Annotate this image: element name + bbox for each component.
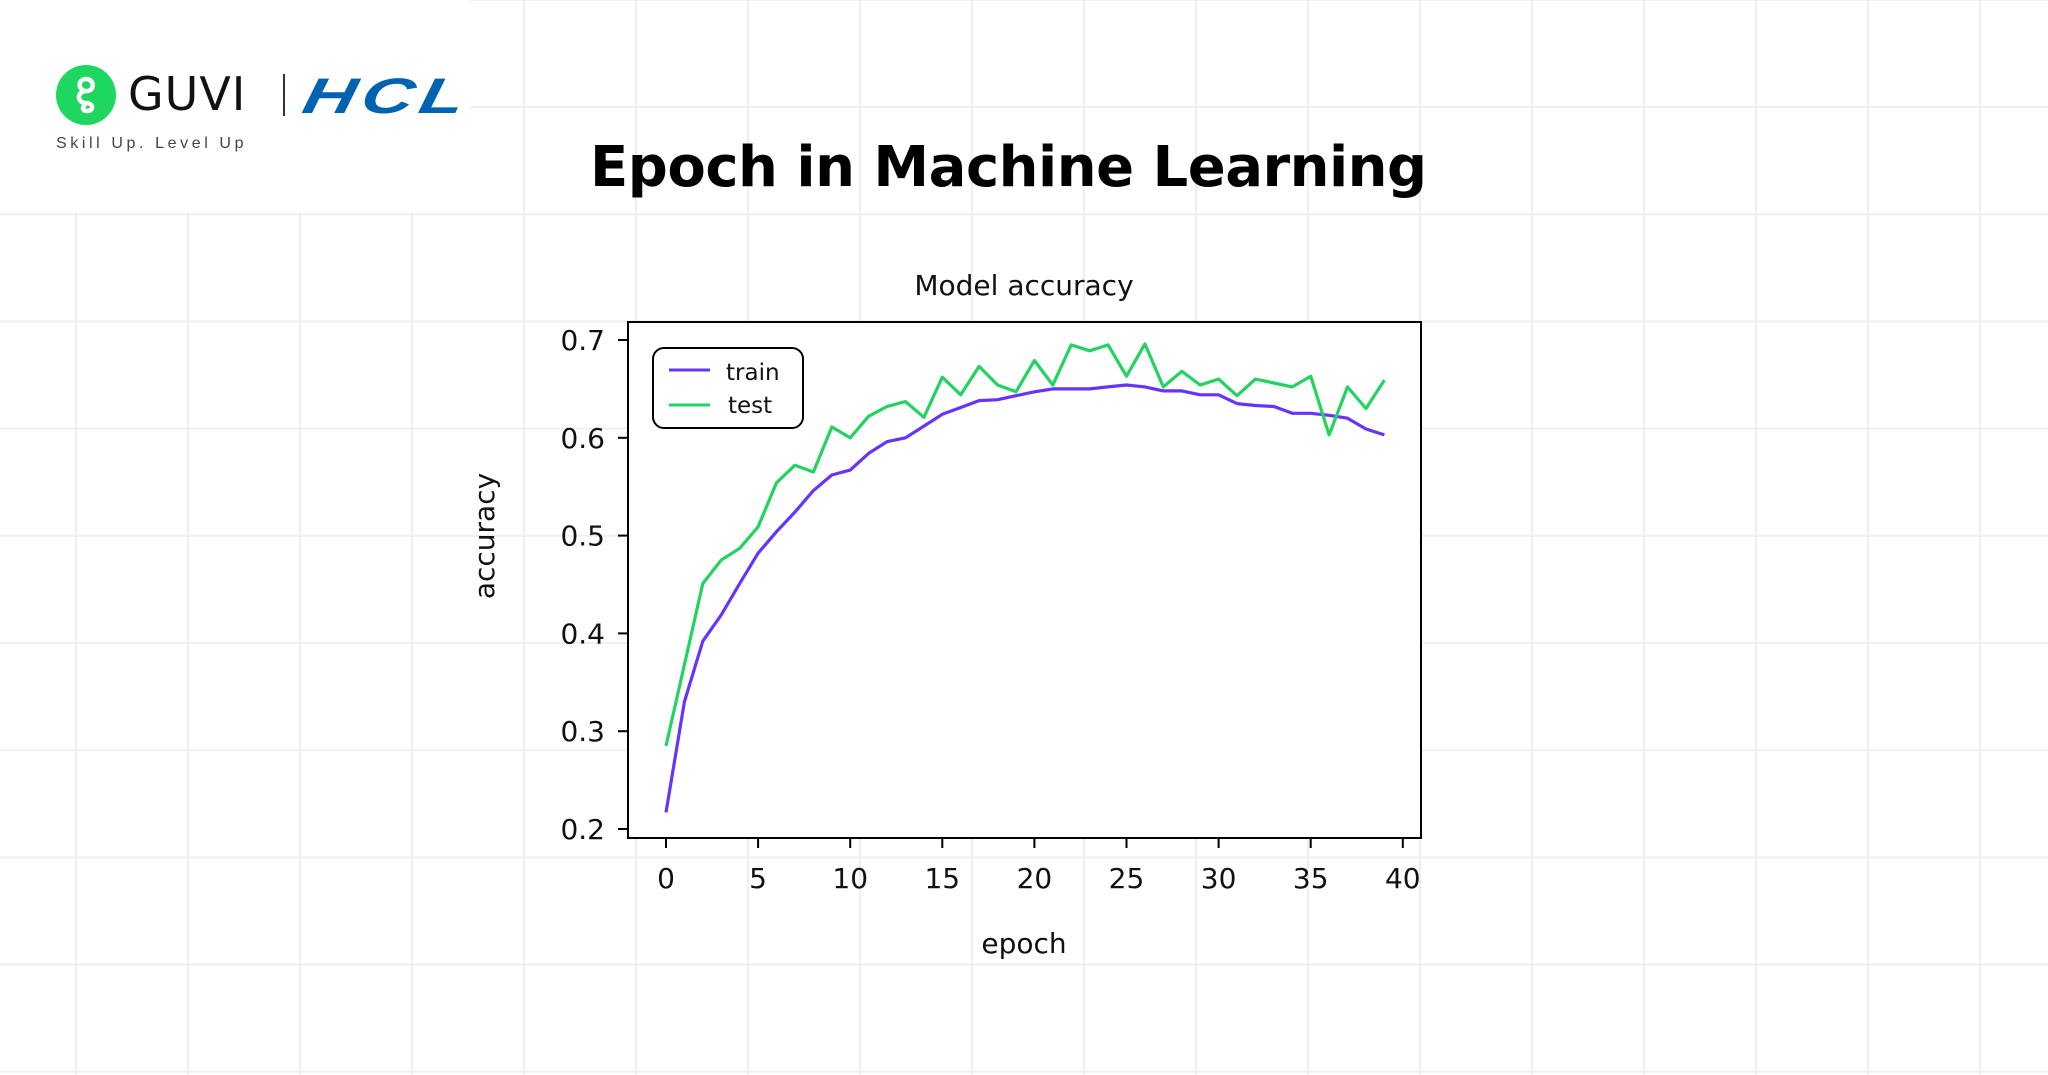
- y-tick-label: 0.2: [560, 813, 605, 846]
- y-tick-label: 0.4: [560, 617, 605, 650]
- y-tick-label: 0.7: [560, 324, 605, 357]
- legend-test-label: test: [728, 393, 772, 419]
- y-tick-label: 0.6: [560, 422, 605, 455]
- y-tick-label: 0.5: [560, 520, 605, 553]
- y-axis: 0.2 0.3 0.4 0.5 0.6 0.7: [560, 324, 628, 846]
- x-tick-label: 20: [1017, 862, 1053, 895]
- x-axis: 0 5 10 15 20 25 30 35 40: [657, 838, 1421, 895]
- x-tick-label: 5: [749, 862, 767, 895]
- chart-title: Model accuracy: [914, 269, 1133, 302]
- x-tick-label: 35: [1293, 862, 1329, 895]
- x-tick-label: 15: [924, 862, 960, 895]
- legend-box: [652, 347, 804, 429]
- x-tick-label: 40: [1385, 862, 1421, 895]
- logo-divider: [283, 74, 285, 116]
- page-title-text: Epoch in Machine Learning: [590, 135, 1427, 200]
- x-axis-label: epoch: [981, 927, 1066, 960]
- x-tick-label: 0: [657, 862, 675, 895]
- brand-tagline: Skill Up. Level Up: [56, 135, 248, 152]
- x-tick-label: 25: [1109, 862, 1145, 895]
- series-lines: [664, 342, 1386, 813]
- x-tick-label: 30: [1201, 862, 1237, 895]
- y-tick-label: 0.3: [560, 715, 605, 748]
- legend-train-label: train: [726, 360, 780, 386]
- guvi-logo-icon: [56, 65, 116, 125]
- legend: train test: [652, 347, 804, 429]
- x-tick-label: 10: [832, 862, 868, 895]
- y-axis-label: accuracy: [468, 473, 501, 599]
- brand-header: GUVI HCL Skill Up. Level Up: [0, 0, 476, 212]
- series-test-line: [664, 342, 1386, 747]
- series-train-line: [664, 383, 1385, 813]
- guvi-wordmark: GUVI: [128, 67, 247, 121]
